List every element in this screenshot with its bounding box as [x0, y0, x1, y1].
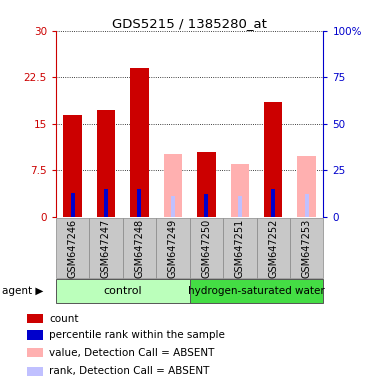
- Title: GDS5215 / 1385280_at: GDS5215 / 1385280_at: [112, 17, 267, 30]
- Bar: [164, 154, 182, 217]
- Bar: [89, 218, 123, 278]
- Text: count: count: [49, 314, 79, 324]
- Bar: [97, 110, 115, 217]
- Bar: [27, 367, 43, 376]
- Bar: [264, 102, 283, 217]
- Bar: [298, 156, 316, 217]
- Bar: [271, 189, 275, 217]
- Text: GSM647251: GSM647251: [235, 218, 245, 278]
- Text: control: control: [104, 286, 142, 296]
- Bar: [189, 279, 323, 303]
- Text: GSM647246: GSM647246: [67, 218, 77, 278]
- Text: agent ▶: agent ▶: [2, 286, 43, 296]
- Text: GSM647247: GSM647247: [101, 218, 111, 278]
- Bar: [27, 314, 43, 323]
- Text: GSM647248: GSM647248: [134, 218, 144, 278]
- Bar: [64, 114, 82, 217]
- Bar: [290, 218, 323, 278]
- Bar: [305, 194, 309, 217]
- Bar: [171, 197, 175, 217]
- Text: GSM647250: GSM647250: [201, 218, 211, 278]
- Bar: [130, 68, 149, 217]
- Bar: [27, 348, 43, 358]
- Bar: [56, 279, 189, 303]
- Bar: [137, 189, 141, 217]
- Bar: [256, 218, 290, 278]
- Text: rank, Detection Call = ABSENT: rank, Detection Call = ABSENT: [49, 366, 210, 376]
- Text: hydrogen-saturated water: hydrogen-saturated water: [188, 286, 325, 296]
- Bar: [27, 330, 43, 340]
- Bar: [123, 218, 156, 278]
- Bar: [56, 218, 89, 278]
- Text: GSM647252: GSM647252: [268, 218, 278, 278]
- Text: value, Detection Call = ABSENT: value, Detection Call = ABSENT: [49, 348, 215, 358]
- Text: GSM647249: GSM647249: [168, 218, 178, 278]
- Text: GSM647253: GSM647253: [302, 218, 312, 278]
- Bar: [231, 164, 249, 217]
- Bar: [223, 218, 256, 278]
- Bar: [204, 194, 208, 217]
- Bar: [238, 197, 242, 217]
- Bar: [197, 152, 216, 217]
- Bar: [156, 218, 189, 278]
- Bar: [104, 189, 108, 217]
- Bar: [189, 218, 223, 278]
- Text: percentile rank within the sample: percentile rank within the sample: [49, 330, 225, 340]
- Bar: [70, 193, 75, 217]
